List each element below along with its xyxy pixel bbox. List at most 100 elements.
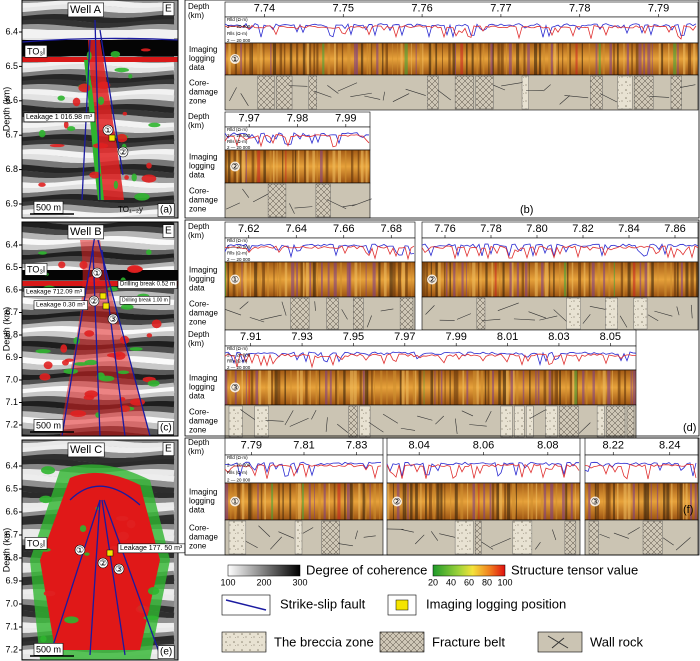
marker: ③	[115, 564, 123, 574]
imaging-texture	[284, 370, 286, 405]
depth-tick-label: 6.6	[5, 284, 18, 294]
imaging-texture	[406, 370, 409, 405]
wall-rock-crack	[662, 537, 674, 546]
imaging-texture	[499, 483, 503, 520]
imaging-texture	[328, 483, 330, 520]
imaging-texture	[309, 262, 312, 297]
imaging-texture	[530, 483, 534, 520]
imaging-texture	[562, 483, 565, 520]
imaging-texture	[358, 483, 361, 520]
wall-rock-crack	[552, 529, 557, 541]
imaging-texture	[444, 370, 446, 405]
core-zone	[386, 519, 581, 556]
row-label: damage	[189, 533, 218, 542]
wall-rock-crack	[341, 309, 348, 320]
imaging-texture	[348, 262, 352, 297]
depth-tick-label: 6.4	[5, 26, 18, 36]
wall-rock-crack	[363, 535, 376, 538]
imaging-texture	[248, 370, 250, 405]
imaging-texture	[306, 43, 310, 75]
imaging-texture	[283, 43, 286, 75]
panel-label: (f)	[683, 504, 693, 516]
wall-rock-crack	[461, 410, 474, 417]
core-segment	[521, 75, 529, 110]
imaging-texture	[602, 370, 606, 405]
core-zone	[224, 182, 371, 219]
anomaly	[43, 361, 53, 370]
imaging-texture	[537, 370, 540, 405]
row-label: Depth	[188, 438, 209, 447]
imaging-texture	[689, 483, 692, 520]
wall-rock-crack	[497, 302, 519, 311]
imaging-texture	[438, 370, 440, 405]
wall-rock-crack	[302, 527, 314, 534]
imaging-texture	[277, 483, 280, 520]
anomaly	[131, 173, 137, 182]
strip-header	[224, 1, 699, 18]
wall-rock-crack	[249, 317, 265, 323]
curve-legend: 2 — 20 000	[227, 365, 251, 370]
marker-circle	[117, 146, 129, 158]
curve-legend: Rlls (Ω·m)	[227, 31, 248, 36]
resistivity-curve	[421, 245, 699, 260]
panel-frame	[21, 221, 179, 437]
imaging-texture	[687, 43, 692, 75]
annotation-box	[119, 296, 171, 305]
wall-rock-crack	[675, 537, 691, 551]
imaging-texture	[516, 370, 519, 405]
imaging-texture	[595, 43, 598, 75]
imaging-texture	[609, 43, 612, 75]
imaging-texture	[550, 43, 553, 75]
marker: ①	[104, 125, 112, 135]
anomaly	[38, 182, 46, 187]
imaging-texture	[563, 262, 567, 297]
row-label: Depth	[188, 2, 209, 11]
row-label: data	[189, 63, 205, 72]
curve-legend: 2 — 20 000	[227, 352, 251, 357]
imaging-texture	[472, 262, 476, 297]
anomaly	[97, 96, 105, 106]
core-zone	[224, 296, 416, 331]
wall-rock-crack	[258, 525, 271, 537]
imaging-texture	[360, 150, 364, 183]
imaging-texture	[484, 370, 487, 405]
imaging-texture	[402, 483, 405, 520]
wall-rock-crack	[676, 306, 680, 316]
imaging-texture	[346, 262, 350, 297]
wall-rock-crack	[392, 93, 410, 102]
imaging-texture	[295, 483, 298, 520]
anomaly	[120, 304, 134, 310]
imaging-texture	[630, 370, 632, 405]
marker: ③	[231, 382, 239, 392]
imaging-texture	[401, 262, 405, 297]
curve-legend: 2 — 20 000	[227, 463, 251, 468]
imaging-texture	[297, 150, 300, 183]
well-name-box	[67, 224, 104, 240]
anomaly	[39, 373, 51, 381]
anomaly	[38, 251, 47, 255]
curve-legend: Rlld (Ω·m)	[227, 455, 248, 460]
depth-tick-label: 7.81	[293, 439, 314, 451]
imaging-texture	[289, 43, 293, 75]
imaging-texture	[401, 370, 405, 405]
imaging-texture	[362, 483, 366, 520]
anomaly	[146, 249, 152, 255]
imaging-texture	[638, 43, 642, 75]
imaging-texture	[598, 43, 601, 75]
core-segment	[476, 297, 486, 330]
resistivity-curve	[224, 134, 370, 148]
resistivity-curve	[421, 243, 699, 258]
imaging-texture	[588, 483, 591, 520]
wall-rock-crack	[260, 314, 282, 321]
imaging-texture	[346, 483, 350, 520]
annotation: Drilling break 0.52 m	[120, 282, 175, 288]
imaging-texture	[627, 262, 631, 297]
marker: ③	[591, 496, 599, 506]
seismic-reflector	[22, 0, 175, 9]
wall-rock-crack	[425, 305, 435, 315]
imaging-texture	[645, 483, 650, 520]
core-zone	[421, 296, 699, 331]
imaging-texture	[605, 483, 609, 520]
horizon-label-box	[24, 45, 48, 58]
